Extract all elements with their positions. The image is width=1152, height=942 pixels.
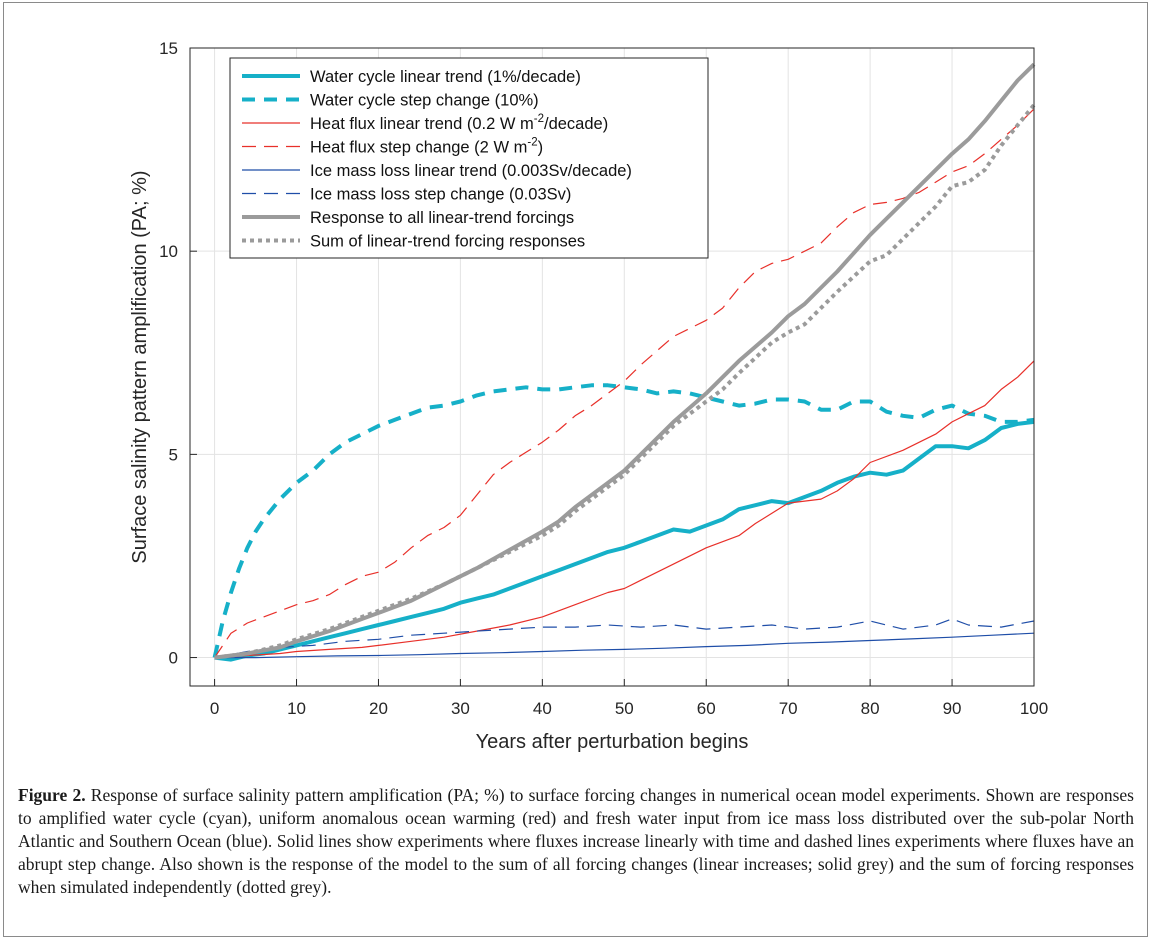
x-tick-label: 0 [210, 699, 219, 718]
series-line-3 [214, 360, 1035, 659]
caption-text: Response of surface salinity pattern amp… [18, 785, 1134, 897]
series-line-4 [214, 108, 1035, 658]
legend-label: Sum of linear-trend forcing responses [310, 233, 585, 251]
legend-label: Ice mass loss linear trend (0.003Sv/deca… [310, 162, 632, 180]
legend-box [229, 57, 709, 259]
x-tick-label: 90 [943, 699, 962, 718]
x-tick-label: 60 [697, 699, 716, 718]
axis-ticks: 0 10 20 30 40 50 60 70 80 90 100 0 5 10 15 [159, 39, 1048, 718]
x-tick-label: 20 [369, 699, 388, 718]
series-line-6 [214, 618, 1035, 659]
x-axis-label: Years after perturbation begins [476, 731, 749, 753]
legend: Water cycle linear trend (1%/decade) Wate… [229, 57, 709, 259]
x-tick-label: 100 [1020, 699, 1048, 718]
series-line-2 [212, 383, 1035, 659]
x-tick-label: 10 [287, 699, 306, 718]
y-tick-label: 5 [169, 445, 178, 464]
legend-label: Water cycle step change (10%) [310, 92, 539, 110]
figure-caption: Figure 2. Response of surface salinity p… [18, 784, 1134, 899]
figure-label: Figure 2. [18, 785, 86, 805]
series-line-1 [214, 419, 1035, 662]
series-line-5 [214, 632, 1035, 659]
legend-label: Water cycle linear trend (1%/decade) [310, 68, 581, 86]
y-tick-label: 0 [169, 649, 178, 668]
x-tick-label: 70 [779, 699, 798, 718]
legend-label: Heat flux linear trend (0.2 W m-2/decade… [310, 113, 608, 133]
plot-area-border [189, 47, 1035, 687]
legend-label: Heat flux step change (2 W m-2) [310, 137, 543, 157]
legend-label: Ice mass loss step change (0.03Sv) [310, 186, 571, 204]
legend-label: Response to all linear-trend forcings [310, 209, 574, 227]
y-tick-label: 10 [159, 242, 178, 261]
x-tick-label: 50 [615, 699, 634, 718]
y-axis-label: Surface salinity pattern amplification (… [129, 170, 151, 563]
x-tick-label: 80 [861, 699, 880, 718]
series-line-8 [214, 103, 1036, 660]
figure-frame [3, 2, 1148, 937]
series-lines [212, 62, 1036, 662]
x-tick-label: 40 [533, 699, 552, 718]
x-tick-label: 30 [451, 699, 470, 718]
y-tick-label: 15 [159, 39, 178, 58]
chart: 0 10 20 30 40 50 60 70 80 90 100 0 5 10 15 Years after… [129, 39, 1048, 753]
